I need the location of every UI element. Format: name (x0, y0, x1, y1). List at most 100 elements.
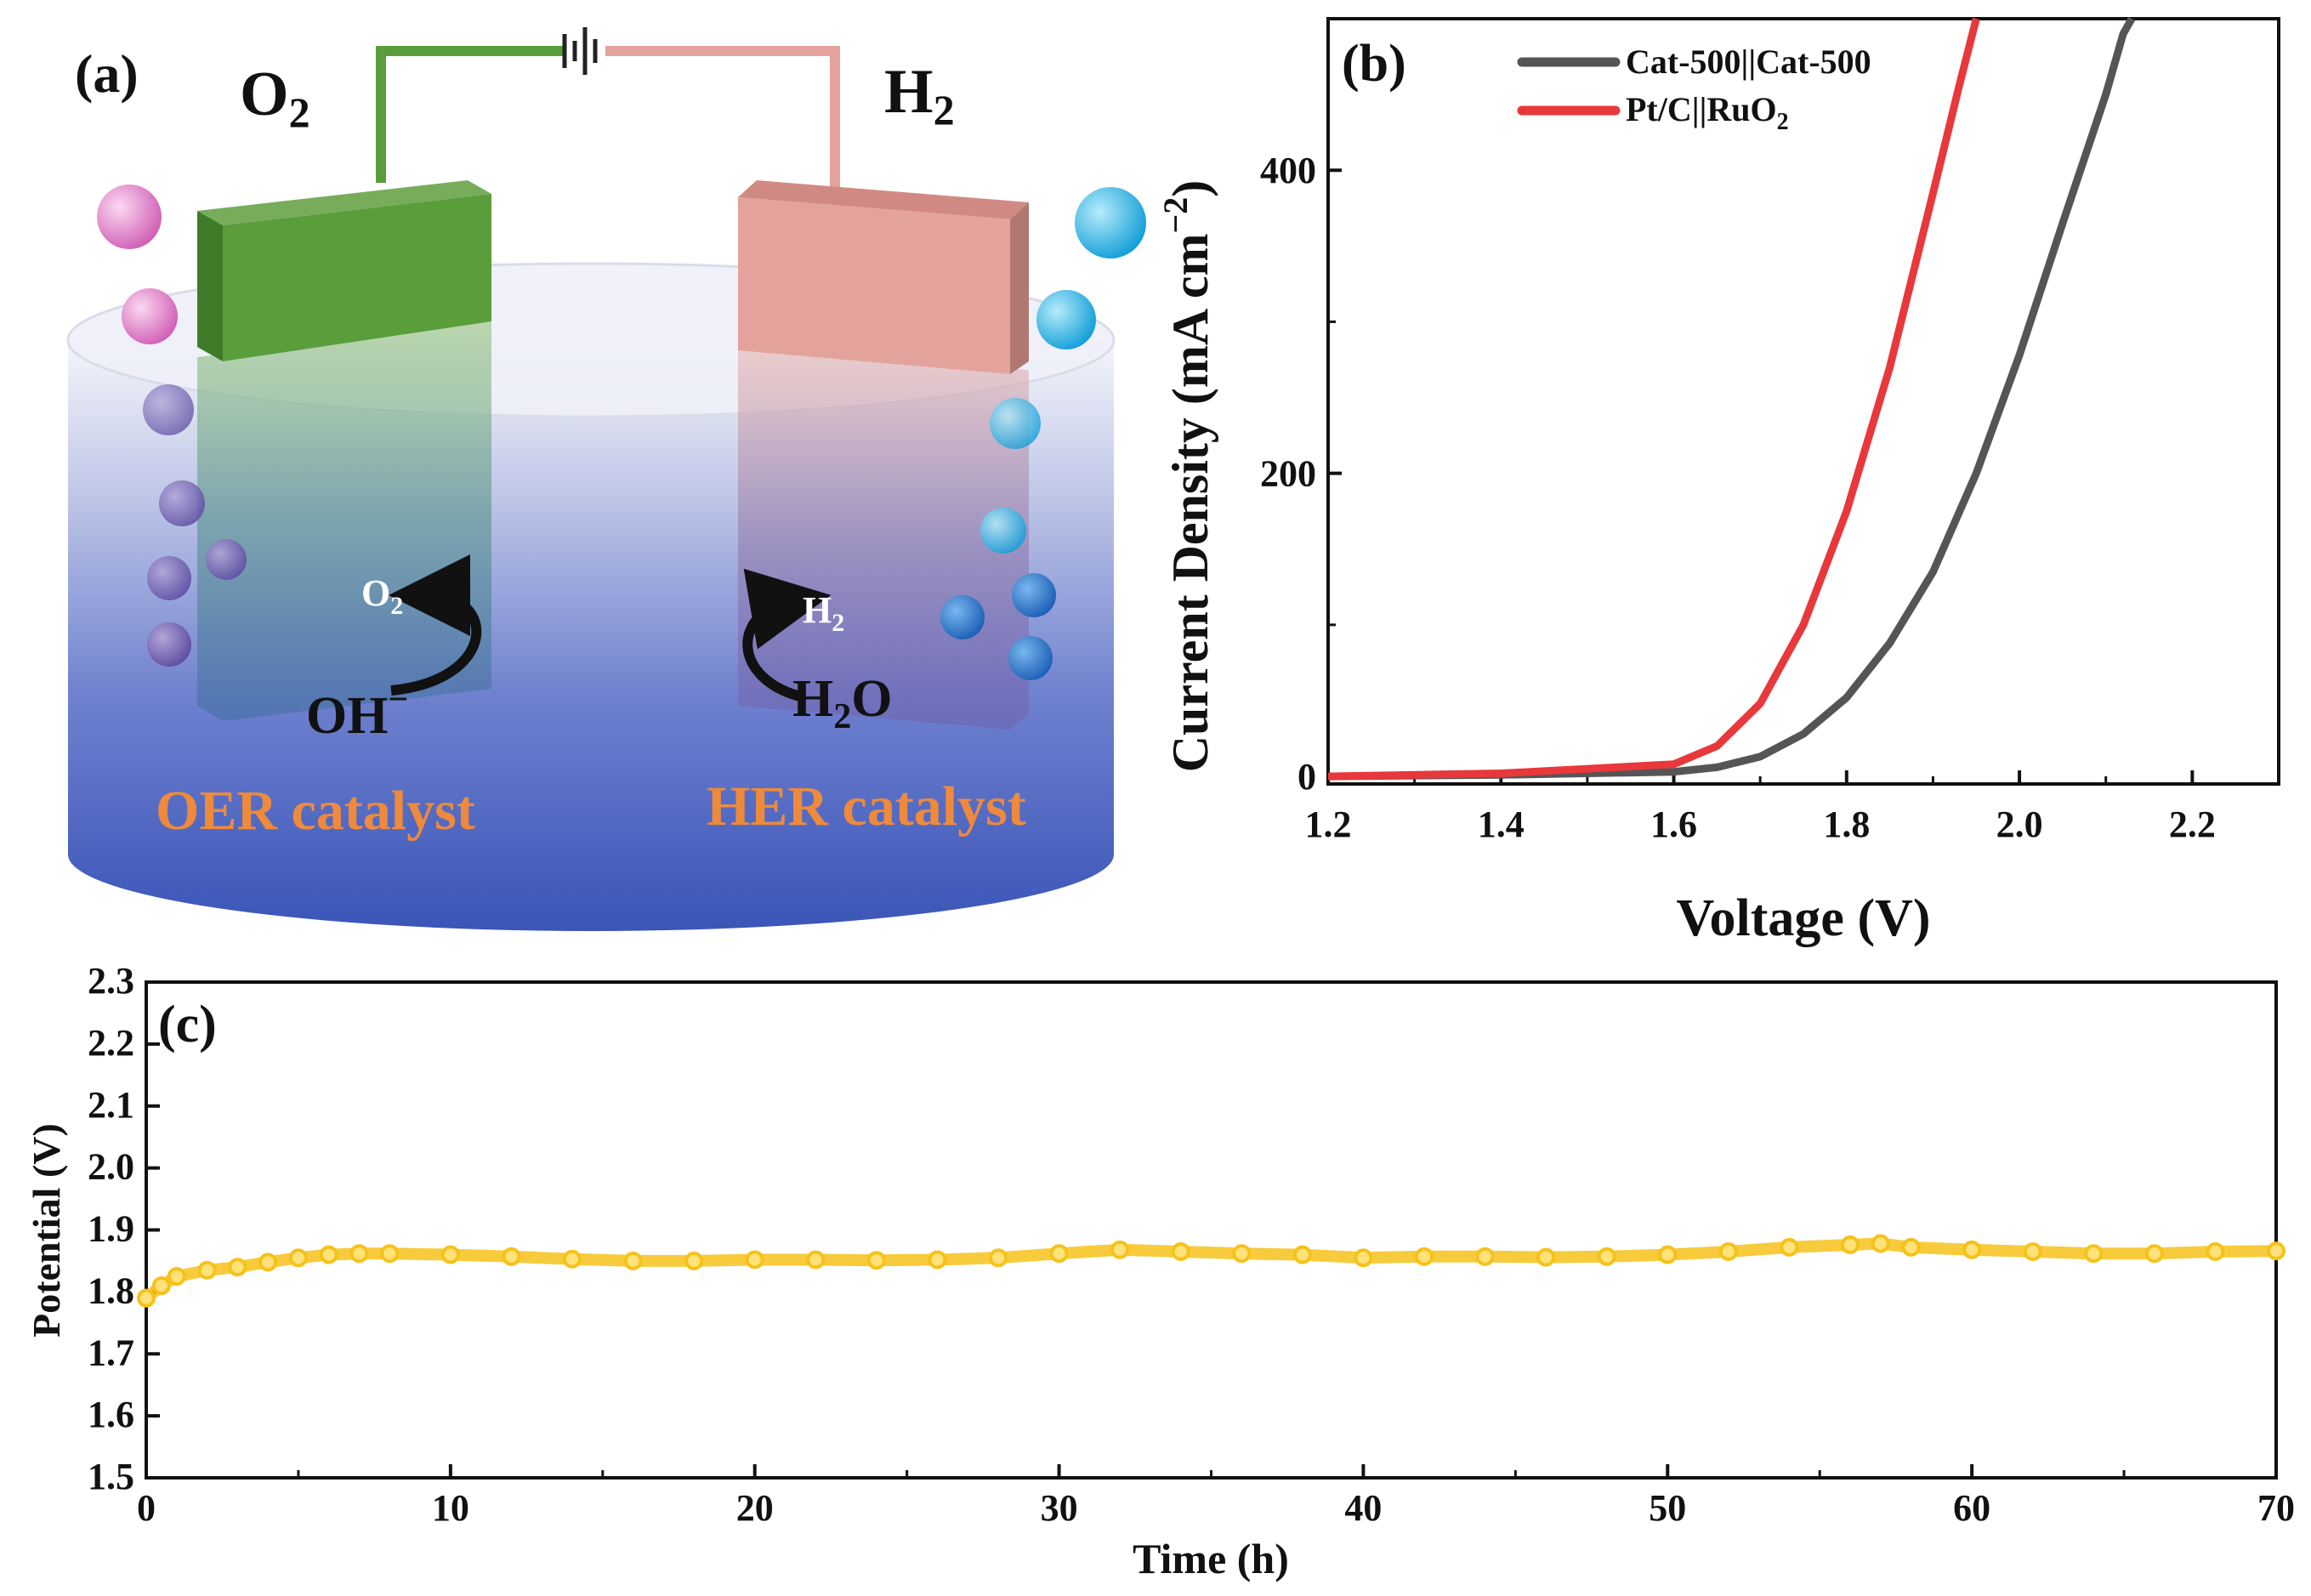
x-tick-label: 50 (1649, 1487, 1686, 1529)
her-wire (605, 46, 840, 191)
data-point (1841, 1235, 1860, 1254)
x-tick-label: 1.2 (1305, 804, 1352, 845)
panel-b-label: (b) (1342, 35, 1406, 93)
hydroxide-label: OH− (306, 680, 408, 745)
bubble (122, 288, 178, 344)
y-tick-label: 1.9 (88, 1208, 134, 1250)
o2-product-label: O2 (240, 60, 310, 136)
series-line-0 (1327, 16, 2136, 781)
data-point (684, 1251, 704, 1270)
her-reaction-arrow (742, 568, 832, 702)
bubble (159, 480, 205, 526)
panel-a-label: (a) (75, 43, 139, 104)
data-point (1536, 1247, 1556, 1267)
data-point (745, 1250, 764, 1269)
bubble (980, 508, 1026, 554)
x-tick-label: 70 (2257, 1487, 2295, 1529)
x-tick-label: 1.4 (1478, 804, 1525, 845)
bubble (147, 556, 191, 600)
y-tick-label: 1.6 (88, 1394, 134, 1435)
y-axis-label: Current Density (mA cm−2) (1156, 180, 1218, 773)
data-point (806, 1250, 826, 1269)
data-point (1354, 1248, 1373, 1268)
oer-wire (376, 46, 563, 183)
data-point (1415, 1247, 1434, 1266)
data-point (151, 1276, 171, 1296)
bubble (143, 384, 194, 435)
y-tick-label: 0 (1297, 756, 1316, 798)
x-tick-label: 1.8 (1823, 804, 1870, 845)
data-point (1780, 1237, 1799, 1257)
bubble (147, 622, 191, 667)
plot-frame (1326, 17, 2280, 786)
data-point (258, 1252, 278, 1272)
x-tick-label: 2.2 (2169, 804, 2216, 845)
x-axis-label: Time (h) (1133, 1535, 1289, 1582)
panel-c-chart: (c) Potential (V) Time (h) 0 10 20 30 40 50 60… (25, 960, 2295, 1582)
data-point (1292, 1245, 1312, 1264)
x-tick-label: 20 (736, 1487, 774, 1529)
data-point (440, 1245, 460, 1264)
data-point (502, 1247, 521, 1266)
bubble (940, 595, 985, 639)
h2-small-label: H2 (803, 589, 844, 637)
o2-small-label: O2 (361, 572, 403, 620)
series-line-1 (1327, 17, 1980, 781)
x-tick-label: 0 (137, 1487, 156, 1529)
x-tick-label: 10 (432, 1487, 469, 1529)
data-point (288, 1248, 308, 1268)
legend-label-ptc: Pt/C||RuO2 (1626, 90, 1789, 135)
data-point (2144, 1244, 2164, 1264)
x-tick-label: 1.6 (1650, 804, 1697, 845)
data-point (1110, 1240, 1130, 1259)
data-point (2023, 1242, 2042, 1262)
y-tick-label: 2.1 (88, 1084, 134, 1126)
x-axis-label: Voltage (V) (1676, 889, 1930, 947)
y-tick-label: 2.0 (88, 1146, 134, 1188)
data-point (137, 1288, 156, 1308)
data-point (2206, 1242, 2225, 1262)
y-tick-label: 1.5 (88, 1456, 134, 1497)
h2-bubbles (940, 187, 1146, 680)
data-point (1049, 1244, 1069, 1264)
y-tick-label: 400 (1260, 150, 1316, 191)
data-point (380, 1244, 400, 1264)
data-point (319, 1245, 338, 1264)
her-catalyst-label: HER catalyst (707, 775, 1026, 838)
y-axis-label: Potential (V) (25, 1123, 68, 1338)
panel-b-chart: (b) Current Density (mA cm−2) Voltage (V… (1156, 16, 2280, 947)
oer-catalyst-label: OER catalyst (156, 780, 475, 842)
data-point (1658, 1245, 1678, 1264)
data-point (623, 1251, 643, 1270)
bubble (1075, 187, 1146, 258)
data-point (197, 1260, 217, 1280)
bubble (97, 185, 162, 249)
y-tick-label: 1.7 (88, 1332, 134, 1373)
data-point (1962, 1240, 1982, 1259)
data-point (989, 1248, 1008, 1268)
y-tick-label: 2.3 (88, 960, 134, 1002)
data-point (1597, 1247, 1616, 1266)
data-point (1718, 1242, 1738, 1262)
panel-c-label: (c) (158, 996, 217, 1054)
series-trace (142, 1237, 2277, 1303)
data-point (167, 1267, 186, 1286)
data-point (1475, 1247, 1495, 1266)
legend: Cat-500||Cat-500 Pt/C||RuO2 (1517, 43, 1871, 135)
water-label: H2O (792, 670, 892, 736)
y-tick-label: 200 (1260, 453, 1316, 495)
bubble (990, 398, 1041, 449)
x-tick-label: 60 (1953, 1487, 1990, 1529)
bubble (206, 539, 247, 580)
data-point (2267, 1241, 2285, 1261)
oer-reaction-arrow (389, 554, 482, 696)
x-tick-label: 30 (1041, 1487, 1078, 1529)
battery-icon (562, 27, 598, 75)
data-point (563, 1249, 582, 1269)
data-point (1232, 1244, 1252, 1264)
data-point (228, 1258, 247, 1277)
plot-frame (145, 980, 2278, 1480)
bubble (1036, 290, 1096, 349)
data-point (866, 1251, 886, 1270)
